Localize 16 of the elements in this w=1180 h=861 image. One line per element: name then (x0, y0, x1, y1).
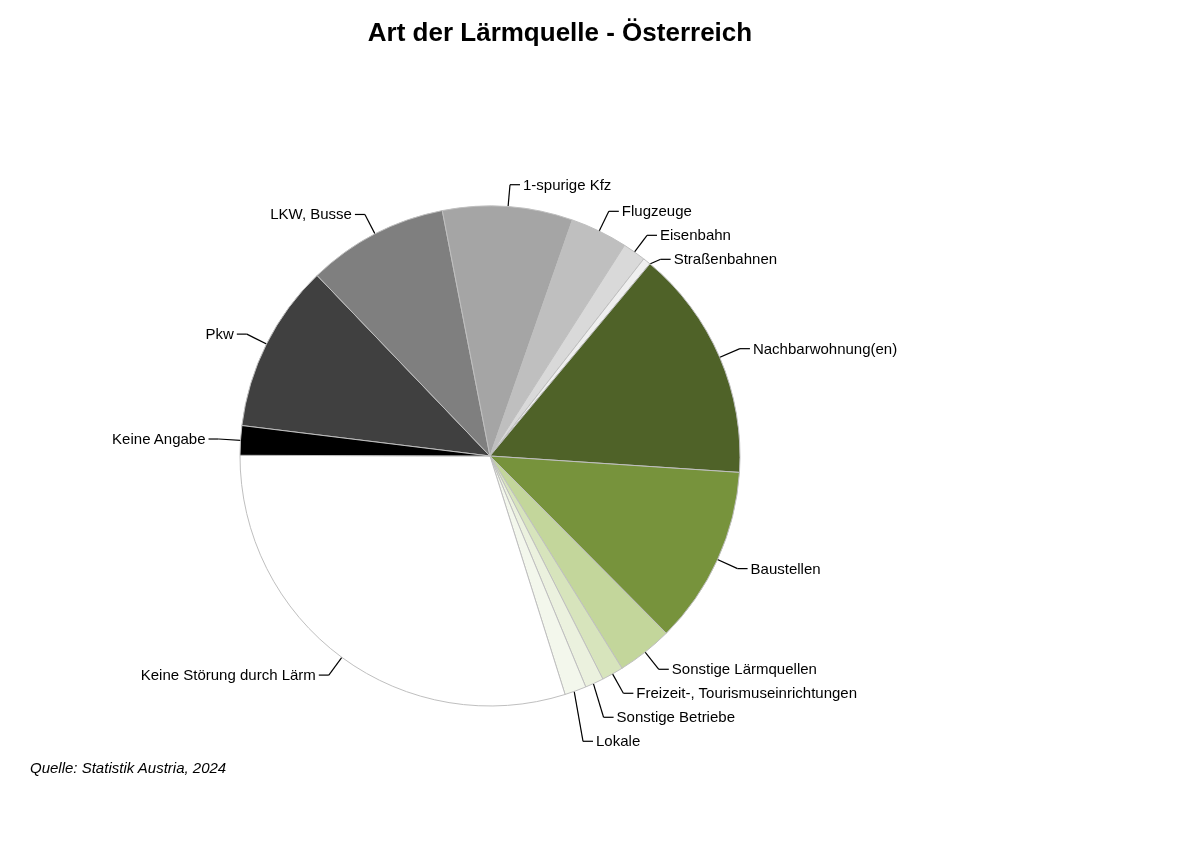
slice-label: 1-spurige Kfz (523, 175, 612, 193)
slice-label: Flugzeuge (621, 202, 692, 220)
slice-label: Straßenbahnen (673, 250, 778, 268)
slice-label: LKW, Busse (270, 205, 352, 223)
source-note: Quelle: Statistik Austria, 2024 (30, 759, 227, 776)
slice-label: Eisenbahn (660, 226, 731, 244)
slice-label: Baustellen (750, 559, 821, 577)
slice-label: Keine Störung durch Lärm (140, 666, 316, 684)
slice-label: Sonstige Betriebe (616, 708, 735, 726)
slice-label: Freizeit-, Tourismuseinrichtungen (636, 684, 858, 702)
slice-label: Keine Angabe (112, 430, 206, 448)
slice-label: Nachbarwohnung(en) (752, 339, 898, 357)
chart-title: Art der Lärmquelle - Österreich (367, 17, 753, 47)
slice-label: Sonstige Lärmquellen (671, 660, 817, 678)
slice-label: Lokale (596, 732, 641, 750)
slice-label: Pkw (205, 325, 234, 343)
